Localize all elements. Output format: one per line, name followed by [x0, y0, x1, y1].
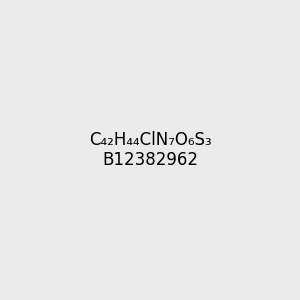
Text: C₄₂H₄₄ClN₇O₆S₃
B12382962: C₄₂H₄₄ClN₇O₆S₃ B12382962 — [89, 130, 211, 170]
